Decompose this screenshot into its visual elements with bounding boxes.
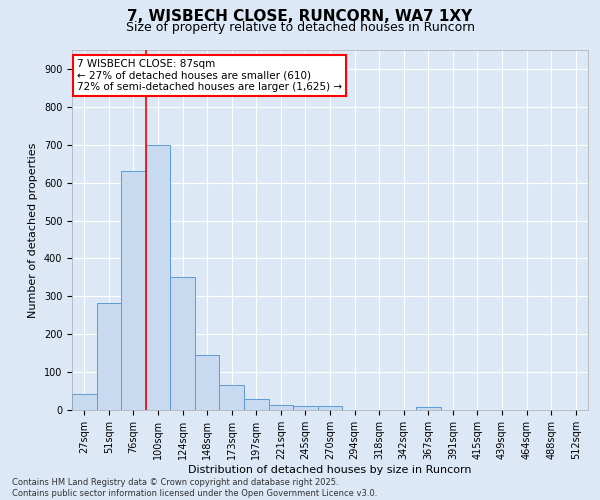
Bar [318,406,342,410]
Bar [220,386,244,410]
Bar [170,278,195,410]
Text: Contains HM Land Registry data © Crown copyright and database right 2025.
Contai: Contains HM Land Registry data © Crown c… [12,478,377,498]
Text: 7, WISBECH CLOSE, RUNCORN, WA7 1XY: 7, WISBECH CLOSE, RUNCORN, WA7 1XY [127,9,473,24]
Bar [121,170,146,410]
Text: 7 WISBECH CLOSE: 87sqm
← 27% of detached houses are smaller (610)
72% of semi-de: 7 WISBECH CLOSE: 87sqm ← 27% of detached… [77,59,342,92]
Bar [293,406,318,410]
Bar [269,404,293,410]
Bar [72,394,97,410]
Bar [97,303,121,410]
Bar [244,400,269,410]
Y-axis label: Number of detached properties: Number of detached properties [28,142,38,318]
Bar [146,144,170,410]
Bar [195,355,220,410]
Text: Size of property relative to detached houses in Runcorn: Size of property relative to detached ho… [125,21,475,34]
Bar [416,408,440,410]
X-axis label: Distribution of detached houses by size in Runcorn: Distribution of detached houses by size … [188,464,472,474]
